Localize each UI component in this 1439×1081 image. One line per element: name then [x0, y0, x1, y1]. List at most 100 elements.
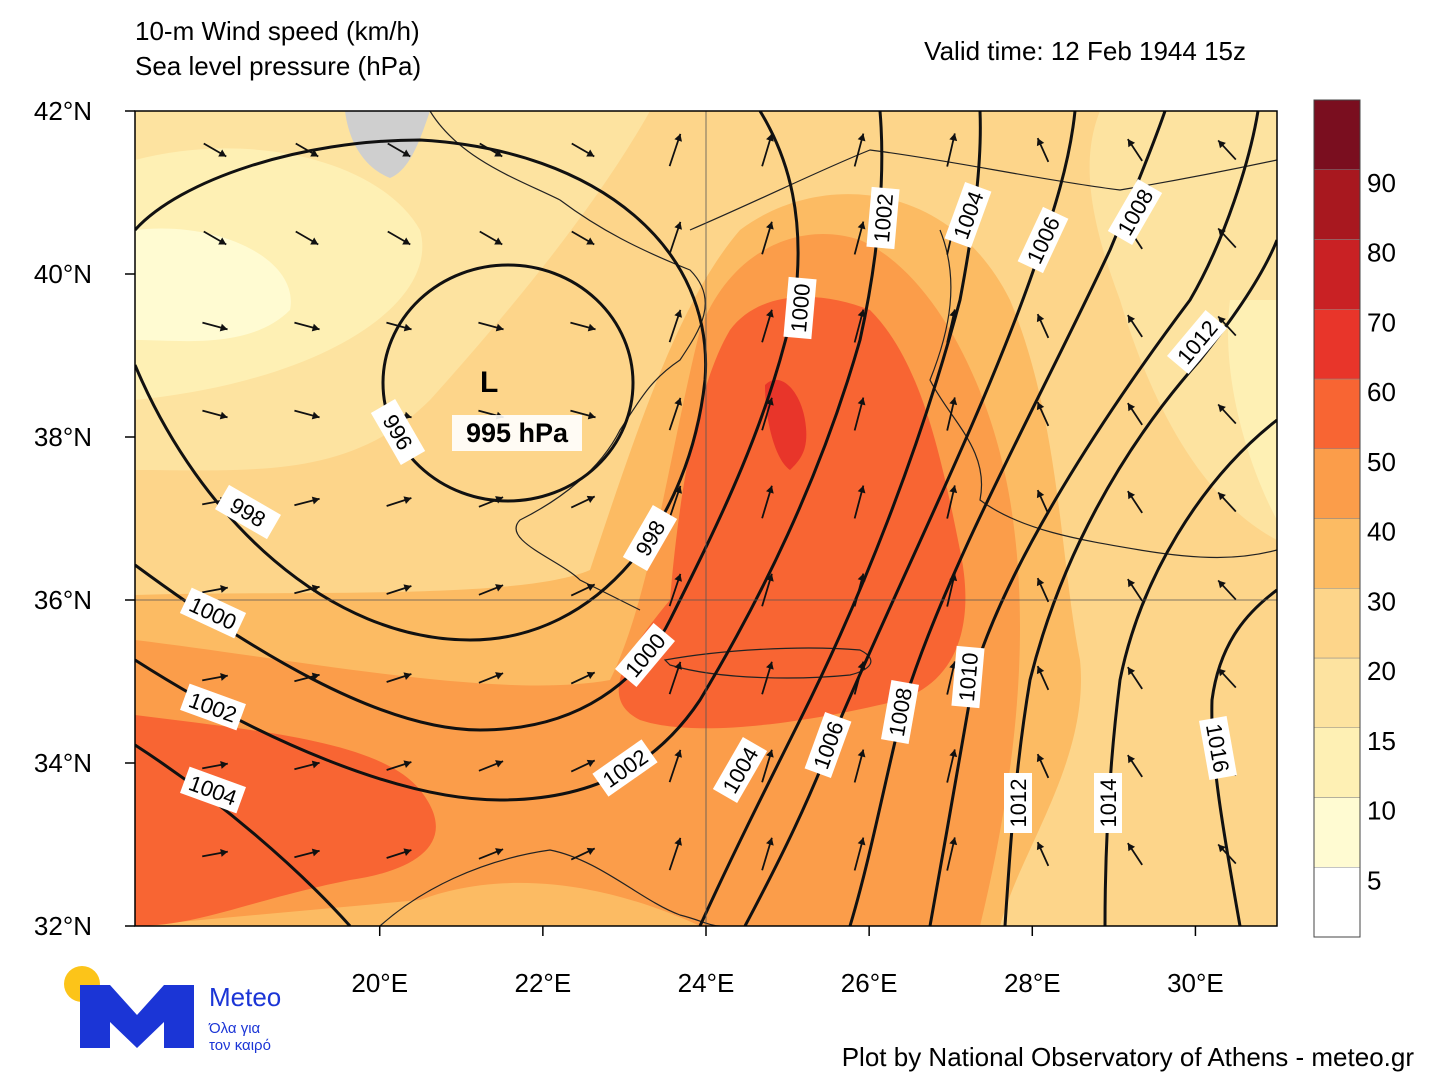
wind-arrow	[761, 133, 774, 167]
x-tick-label: 24°E	[678, 968, 735, 998]
wind-arrow	[386, 848, 412, 859]
arrow-head	[495, 672, 504, 680]
low-marker: L	[480, 366, 498, 399]
wind-arrow	[946, 309, 958, 343]
wind-arrow	[668, 573, 682, 607]
arrow-head	[1036, 754, 1045, 763]
arrow-head	[311, 323, 320, 332]
colorbar-label: 40	[1367, 517, 1396, 547]
wind-arrow	[203, 142, 227, 158]
y-tick-label: 32°N	[34, 911, 92, 941]
arrow-head	[674, 133, 682, 142]
wind-arrow	[1036, 401, 1050, 427]
wind-arrow	[386, 672, 412, 683]
x-tick-label: 20°E	[351, 968, 408, 998]
wind-arrow	[203, 230, 227, 246]
arrow-head	[586, 671, 595, 680]
colorbar-label: 5	[1367, 865, 1381, 895]
wind-arrow	[294, 760, 320, 771]
arrow-head	[766, 749, 774, 758]
colorbar-box	[1313, 448, 1361, 519]
isobar-label-box	[180, 766, 246, 814]
colorbar-box	[1313, 797, 1361, 868]
wind-arrow	[1127, 490, 1143, 514]
wind-arrow	[570, 583, 596, 597]
arrow-head	[857, 485, 866, 494]
isobar-label-box	[215, 484, 281, 540]
isobar-label: 1014	[1094, 773, 1122, 833]
wind-arrow	[853, 661, 866, 695]
isobar	[135, 111, 884, 802]
wind-arrow	[386, 584, 412, 595]
arrow-head	[220, 848, 228, 857]
colorbar-box	[1313, 378, 1361, 449]
arrow-head	[311, 584, 320, 593]
wind-arrow	[570, 847, 596, 861]
wind-arrow	[202, 760, 228, 770]
arrow-head	[766, 661, 774, 670]
wind-arrow	[386, 496, 412, 507]
wind-arrow	[853, 309, 866, 343]
arrow-head	[219, 411, 228, 420]
x-tick-label: 26°E	[841, 968, 898, 998]
wind-arrow	[668, 837, 682, 871]
isobar	[135, 138, 708, 642]
arrow-head	[766, 485, 774, 494]
wind-arrow	[478, 496, 504, 508]
wind-arrow	[1036, 577, 1050, 603]
arrow-head	[949, 749, 958, 758]
arrow-head	[311, 760, 320, 769]
arrow-head	[766, 221, 774, 230]
arrow-head	[857, 837, 866, 846]
isobar	[928, 111, 1260, 926]
arrow-head	[1218, 844, 1226, 853]
arrow-head	[311, 411, 320, 420]
arrow-head	[218, 149, 227, 157]
arrow-head	[1127, 315, 1136, 324]
isobar	[135, 743, 352, 926]
isobar	[1103, 418, 1277, 926]
wind-arrow	[853, 221, 866, 255]
wind-arrow	[1217, 139, 1237, 161]
x-tick-label: 30°E	[1167, 968, 1224, 998]
isobar-label-box	[866, 186, 900, 250]
wind-arrow	[761, 485, 774, 519]
wind-arrow	[202, 584, 228, 594]
isobar-label-box	[180, 683, 246, 731]
coastline	[429, 111, 706, 611]
wind-arrow	[570, 409, 596, 420]
isobar	[1210, 588, 1277, 926]
wind-arrow	[853, 749, 866, 783]
masked-land	[345, 111, 430, 178]
wind-arrow	[853, 485, 866, 519]
isobar-label-box	[1017, 206, 1069, 274]
arrow-head	[857, 397, 866, 406]
wind-arrow	[1127, 138, 1143, 162]
arrow-head	[857, 573, 866, 582]
isobar-label-box	[622, 505, 678, 571]
wind-arrow	[1036, 841, 1050, 867]
isobar-label: 1006	[1017, 206, 1069, 274]
wind-arrow	[202, 672, 228, 682]
isobar-label-box	[1094, 773, 1122, 833]
arrow-head	[495, 496, 504, 504]
wind-arrow	[202, 409, 228, 420]
wind-arrow	[570, 671, 596, 685]
arrow-head	[586, 237, 595, 245]
isobar-label-box	[614, 623, 676, 687]
logo-mark	[80, 985, 194, 1048]
wind-arrow	[1217, 579, 1237, 601]
wind-arrow	[946, 749, 958, 783]
isobar-label: 1010	[951, 645, 985, 709]
arrow-head	[220, 584, 228, 593]
isobar-label-box	[1199, 716, 1237, 780]
wind-arrow	[946, 133, 958, 167]
arrow-head	[1036, 666, 1045, 675]
logo-name: Meteo	[209, 982, 281, 1012]
arrow-head	[674, 485, 682, 494]
y-tick-label: 42°N	[34, 96, 92, 126]
arrow-head	[494, 149, 503, 157]
isobar-label-text: 1000	[786, 283, 815, 334]
arrow-head	[1127, 843, 1136, 852]
isobar-label-box	[179, 587, 247, 639]
